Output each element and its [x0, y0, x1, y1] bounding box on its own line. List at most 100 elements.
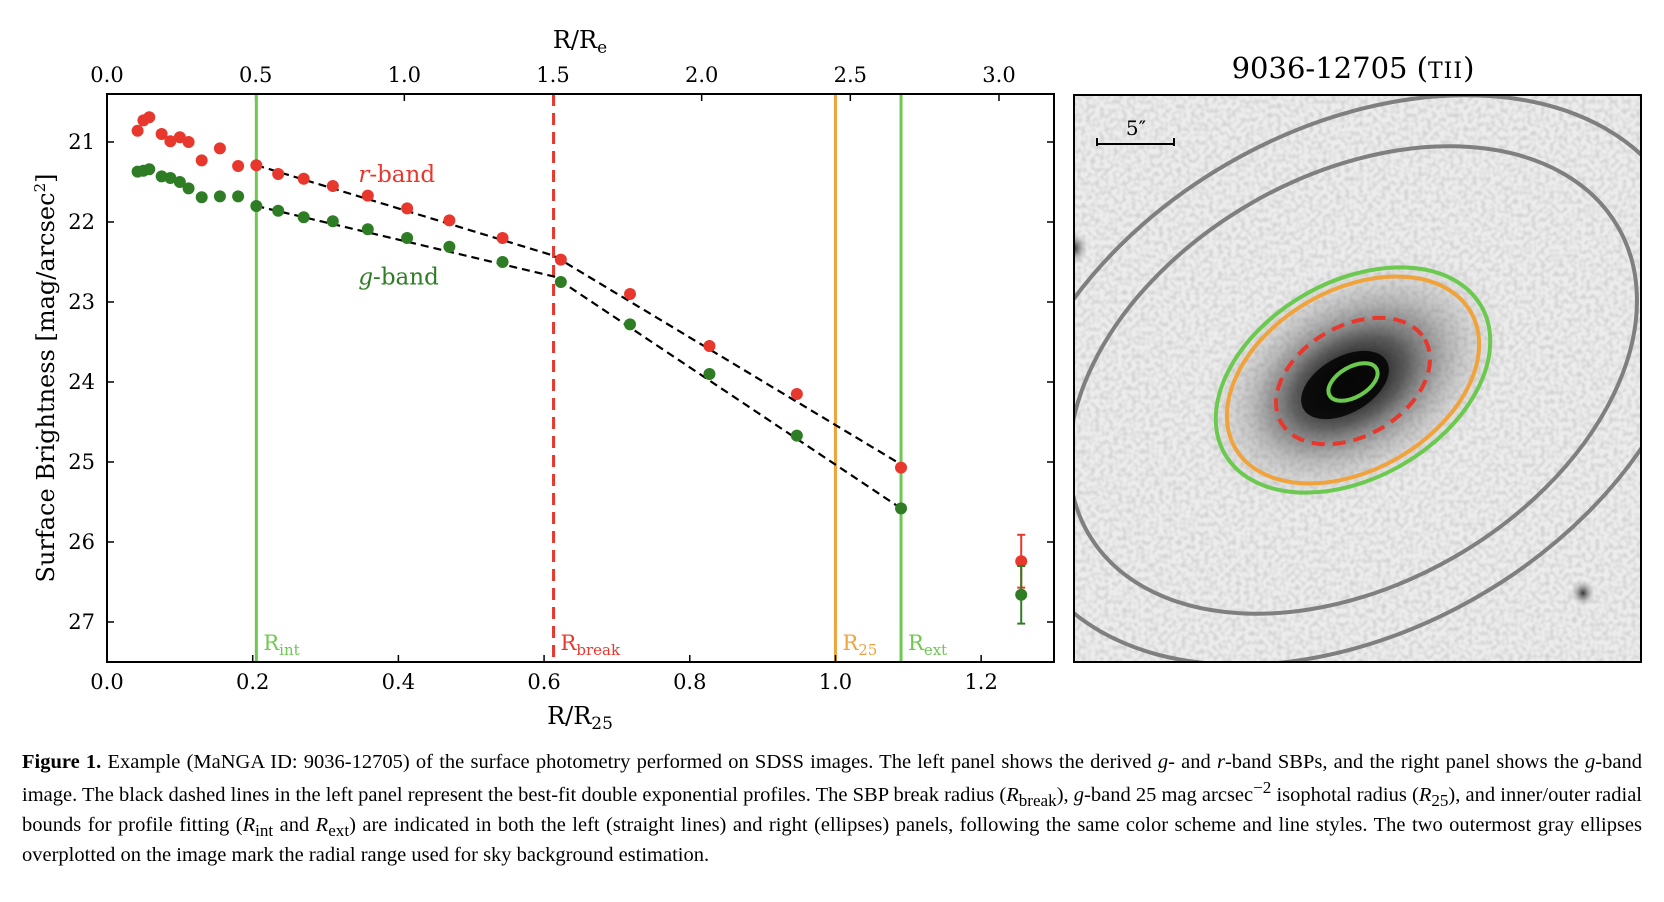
data-point-r-band	[496, 232, 509, 244]
caption-text: - and	[1168, 751, 1217, 773]
data-point-r-band	[401, 202, 414, 215]
scale-bar: 5″	[1096, 116, 1175, 146]
top-tick-label: 1.5	[536, 63, 569, 87]
caption-italic: g	[1157, 751, 1169, 773]
scale-bar-label: 5″	[1126, 116, 1146, 140]
top-axis-label: R/Re	[553, 26, 607, 58]
figure-caption: Figure 1. Example (MaNGA ID: 9036-12705)…	[22, 750, 1642, 868]
data-point-g-band	[213, 190, 226, 203]
data-point-g-band	[182, 182, 195, 195]
star-source	[1571, 580, 1595, 606]
annotation-g-band: g-band	[358, 264, 439, 290]
data-point-g-band	[401, 232, 414, 244]
data-point-r-band	[895, 461, 908, 474]
caption-text: ), and inner/outer radial bounds for pro…	[22, 783, 1642, 836]
data-point-r-band	[131, 124, 144, 137]
data-point-g-band	[164, 172, 177, 184]
data-point-g-band	[624, 318, 637, 331]
bottom-axis-ticks: 0.0 0.2 0.4 0.6 0.8 1.0 1.2	[90, 655, 998, 694]
vline-label-ext: Rext	[908, 631, 947, 659]
data-point-r-band	[790, 388, 803, 400]
data-point-g-band	[195, 191, 208, 204]
sky-inner-ellipse	[1074, 144, 1639, 616]
data-point-r-band	[232, 160, 245, 172]
sky-outer-ellipse	[1074, 95, 1641, 662]
caption-italic: g	[1073, 783, 1085, 806]
y-axis-ticks: 21 22 23 24 25 26 27	[68, 130, 1054, 634]
data-point-g-band	[326, 215, 339, 228]
annotation-r-band: r-band	[358, 162, 435, 188]
data-point-r-band	[272, 168, 285, 180]
caption-text: ),	[1056, 783, 1074, 806]
image-frame	[1073, 94, 1642, 663]
x-axis-label: R/R25	[547, 702, 613, 734]
caption-italic: R	[242, 813, 256, 836]
data-point-r-band	[155, 128, 168, 140]
top-tick-label: 2.0	[685, 63, 718, 87]
vline-label-int: Rint	[263, 631, 299, 659]
vline-label-25: R25	[842, 631, 877, 659]
error-point-r-band	[1015, 555, 1028, 568]
y-tick-label: 21	[68, 130, 95, 154]
figure: R/Re 0.0 0.5 1.0 1.5 2.0 2.5 3.0 Rint Rbreak R25…	[31, 26, 1642, 734]
left-panel-chart: R/Re 0.0 0.5 1.0 1.5 2.0 2.5 3.0 Rint Rbreak R25…	[31, 26, 1055, 734]
r-break-ellipse	[1274, 315, 1432, 447]
y-tick-label: 27	[68, 610, 95, 634]
data-point-g-band	[703, 368, 716, 380]
data-point-r-band	[361, 189, 374, 202]
caption-italic: R	[315, 813, 329, 836]
data-point-r-band	[624, 288, 637, 300]
x-tick-label: 0.0	[90, 670, 123, 694]
y-axis-label: Surface Brightness [mag/arcsec2]	[31, 174, 60, 583]
data-point-g-band	[250, 200, 263, 212]
top-tick-label: 1.0	[388, 63, 421, 87]
x-tick-label: 0.6	[527, 670, 560, 694]
caption-text: isophotal radius (	[1271, 783, 1419, 806]
data-point-r-band	[326, 180, 339, 192]
fit-line-g-band	[256, 204, 902, 510]
left-plot-frame	[106, 93, 1055, 663]
caption-text: -band image. The black dashed lines in t…	[22, 751, 1642, 806]
data-point-r-band	[297, 172, 310, 185]
data-point-r-band	[143, 111, 156, 124]
caption-italic: g	[1585, 751, 1596, 773]
error-point-g-band	[1015, 588, 1028, 601]
data-point-g-band	[297, 211, 310, 224]
data-point-g-band	[272, 204, 285, 217]
x-tick-label: 0.8	[673, 670, 706, 694]
caption-label: Figure 1.	[22, 751, 102, 773]
right-panel-image: 9036-12705 (TII) 5″	[1073, 51, 1642, 663]
data-point-r-band	[182, 136, 195, 148]
caption-subscript: ext	[328, 821, 350, 841]
data-point-r-band	[213, 142, 226, 155]
data-point-g-band	[554, 276, 567, 288]
data-point-r-band	[703, 340, 716, 352]
data-point-r-band	[554, 253, 567, 266]
edge-source	[1074, 232, 1088, 264]
caption-superscript: −2	[1253, 778, 1272, 797]
caption-subscript: break	[1018, 790, 1057, 810]
x-tick-label: 1.2	[964, 670, 997, 694]
r-int-ellipse	[1326, 361, 1380, 403]
y-tick-label: 25	[68, 450, 95, 474]
caption-italic: R	[1418, 783, 1432, 806]
top-tick-label: 0.0	[90, 63, 123, 87]
x-tick-label: 1.0	[819, 670, 852, 694]
data-point-r-band	[164, 135, 177, 148]
data-point-g-band	[496, 256, 509, 268]
data-point-g-band	[790, 429, 803, 442]
y-tick-label: 26	[68, 530, 95, 554]
image-title: 9036-12705 (TII)	[1232, 51, 1475, 85]
caption-italic: R	[1006, 783, 1019, 806]
y-tick-label: 24	[68, 370, 95, 394]
y-tick-label: 22	[68, 210, 95, 234]
caption-text: ) are indicated in both the left (straig…	[22, 813, 1643, 867]
fit-line-r-band	[256, 164, 902, 466]
caption-text: -band SBPs, and the right panel shows th…	[1224, 751, 1586, 773]
caption-text: -band 25 mag arcsec	[1084, 783, 1254, 806]
caption-text: and	[273, 813, 316, 836]
y-tick-label: 23	[68, 290, 95, 314]
data-point-g-band	[173, 176, 186, 188]
vline-label-break: Rbreak	[561, 631, 621, 659]
data-point-r-band	[195, 154, 208, 167]
